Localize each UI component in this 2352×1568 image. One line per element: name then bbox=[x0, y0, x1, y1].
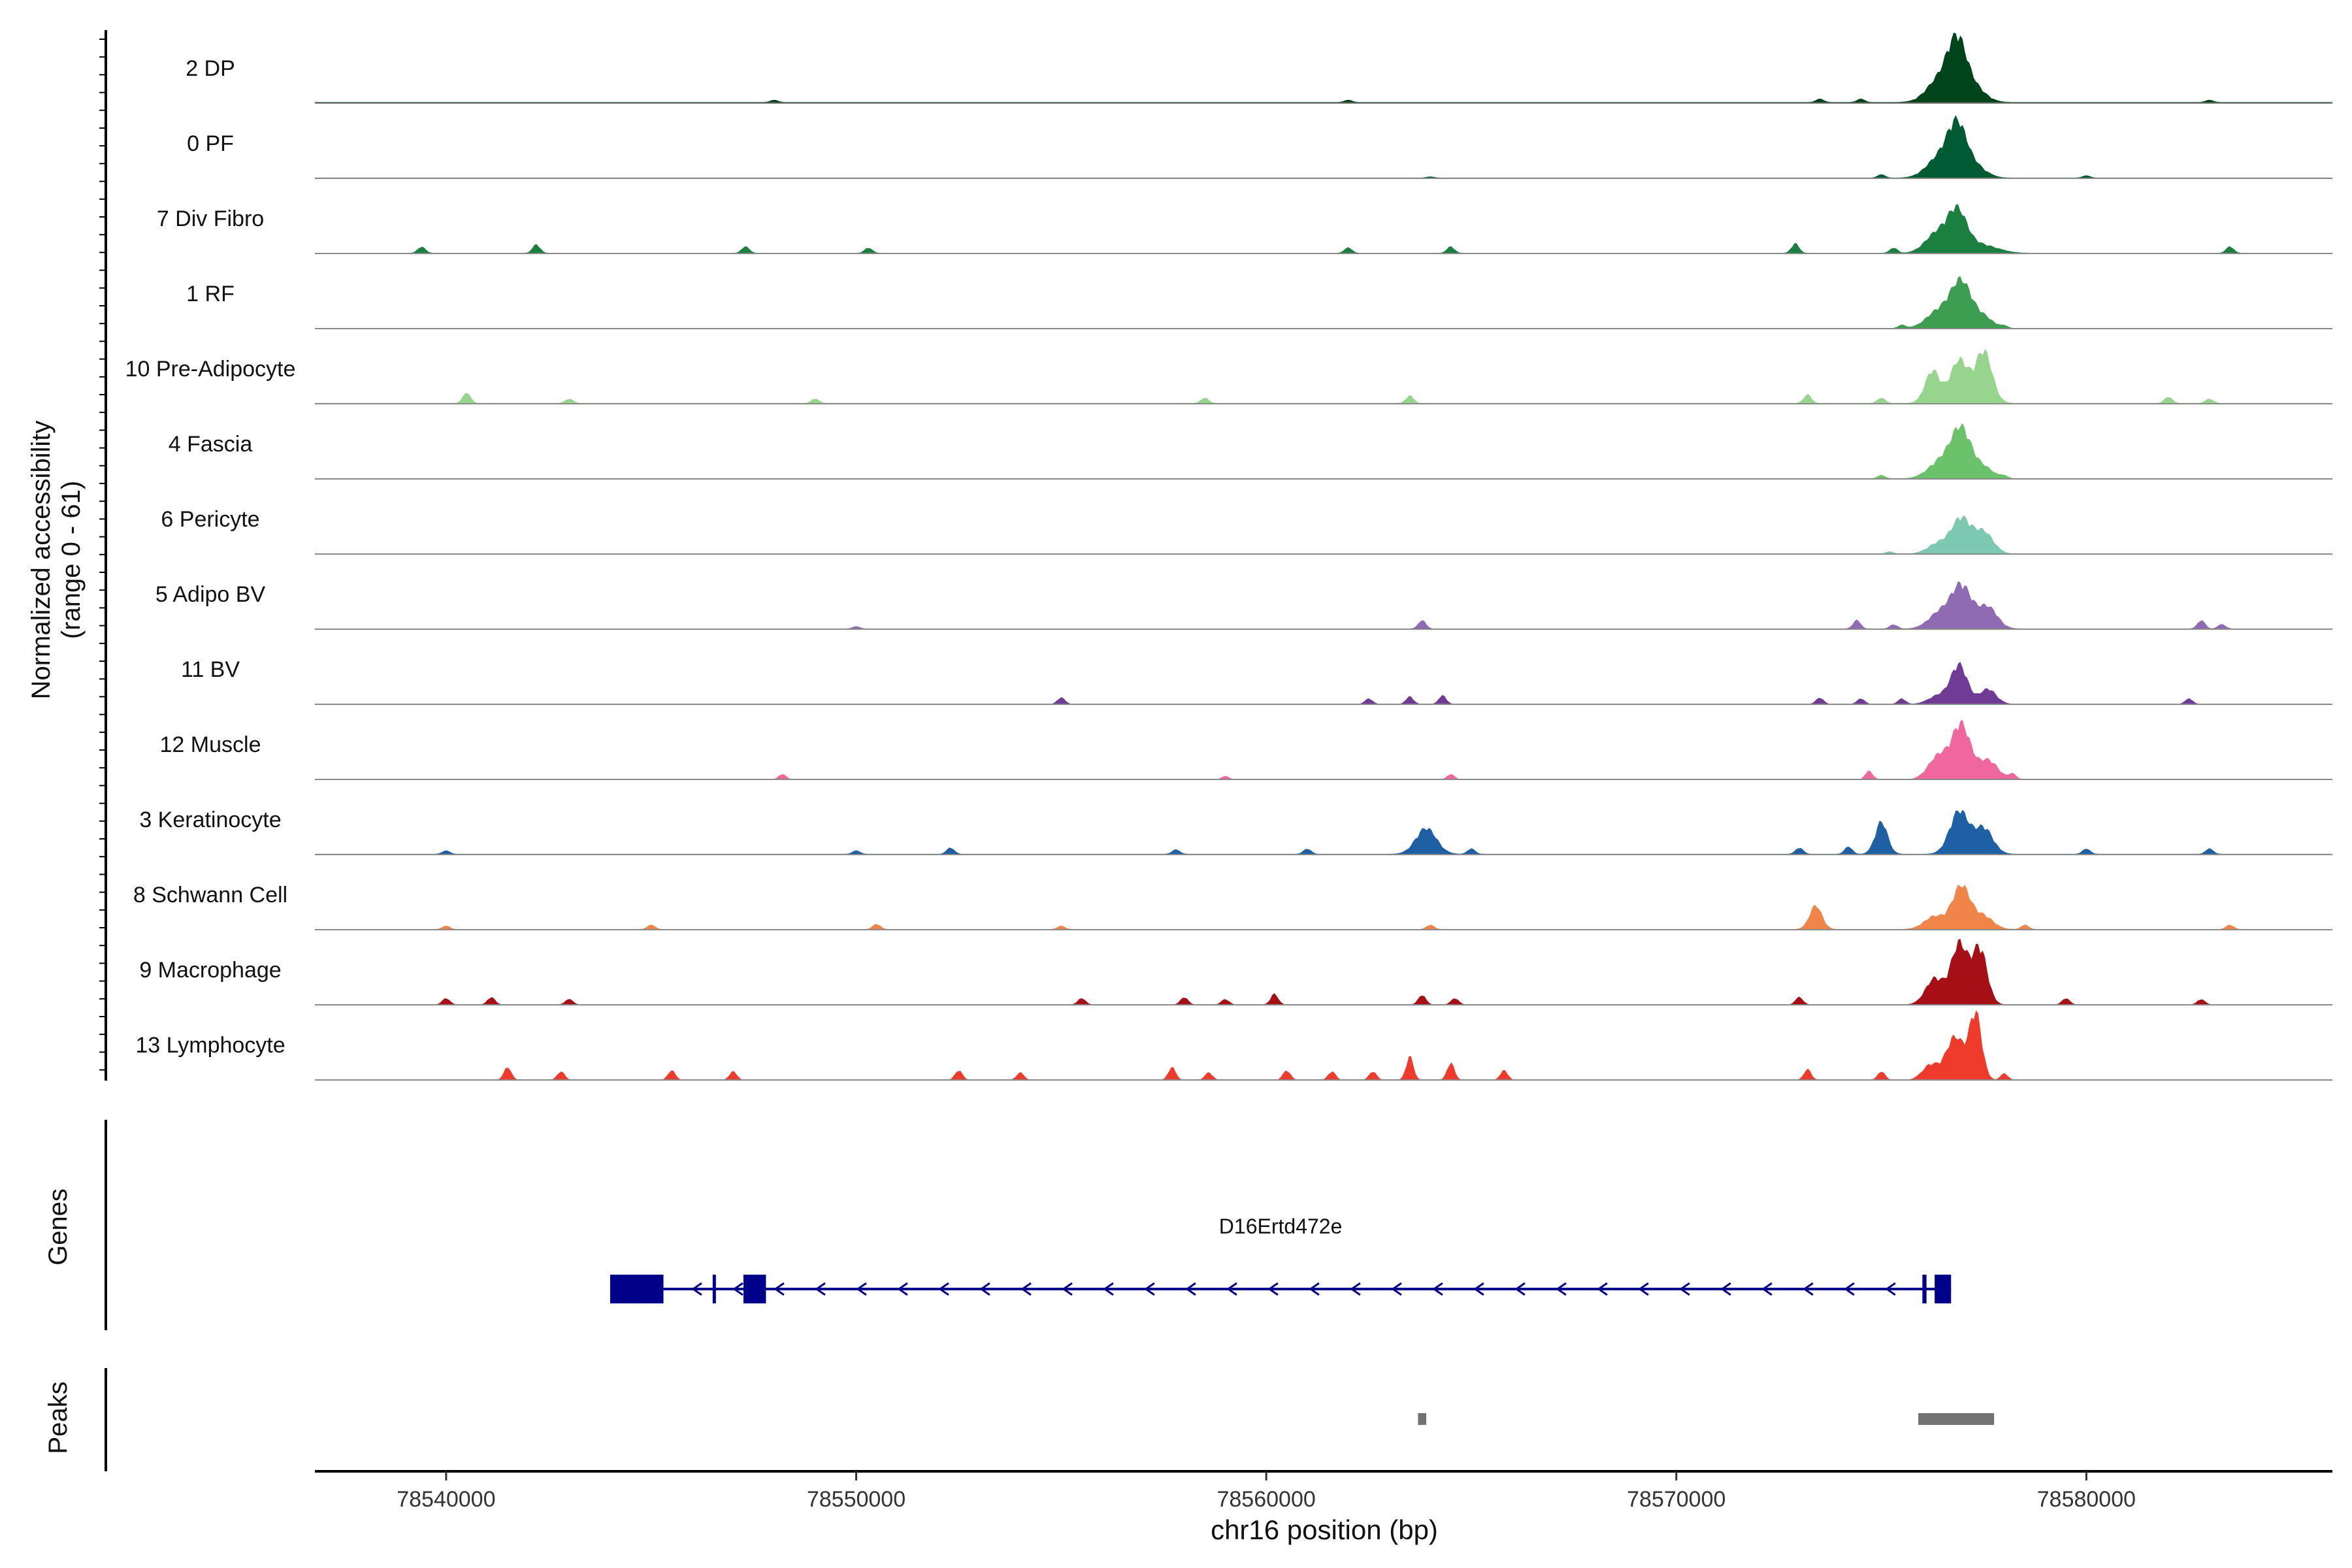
strand-arrow bbox=[1432, 1282, 1443, 1296]
track-label: 3 Keratinocyte bbox=[139, 808, 281, 832]
track-coverage-area bbox=[315, 581, 2332, 629]
strand-arrow bbox=[1803, 1282, 1814, 1296]
track-label: 1 RF bbox=[186, 282, 235, 306]
x-tick-label: 78540000 bbox=[397, 1487, 495, 1512]
peak-region bbox=[1918, 1413, 1995, 1425]
track-coverage-area bbox=[315, 809, 2332, 855]
track-label: 4 Fascia bbox=[169, 432, 253, 457]
strand-arrow bbox=[774, 1282, 785, 1296]
strand-arrow bbox=[1597, 1282, 1608, 1296]
track-coverage-area bbox=[315, 348, 2332, 404]
strand-arrow bbox=[1556, 1282, 1567, 1296]
y-axis-title-line1: Normalized accessibility bbox=[27, 421, 56, 700]
strand-arrow bbox=[1391, 1282, 1402, 1296]
x-tick-label: 78550000 bbox=[807, 1487, 906, 1512]
track-coverage-area bbox=[315, 515, 2332, 554]
strand-arrow bbox=[1185, 1282, 1196, 1296]
strand-arrow bbox=[1021, 1282, 1032, 1296]
track-coverage-area bbox=[315, 1010, 2332, 1080]
track-label: 9 Macrophage bbox=[139, 958, 281, 983]
strand-arrow bbox=[1679, 1282, 1690, 1296]
track-label: 0 PF bbox=[187, 131, 234, 156]
track-coverage-area bbox=[315, 885, 2332, 930]
strand-arrow bbox=[1720, 1282, 1731, 1296]
track-label: 5 Adipo BV bbox=[155, 582, 266, 607]
strand-arrow bbox=[938, 1282, 949, 1296]
x-axis-title: chr16 position (bp) bbox=[1211, 1514, 1438, 1545]
gene-exon bbox=[610, 1275, 664, 1303]
track-6: 4 Fascia bbox=[169, 423, 2332, 480]
track-7: 6 Pericyte bbox=[161, 507, 2332, 555]
track-coverage-area bbox=[315, 115, 2332, 178]
track-label: 2 DP bbox=[186, 56, 235, 81]
track-coverage-area bbox=[315, 719, 2332, 779]
peak-regions bbox=[1418, 1413, 1995, 1425]
strand-arrow bbox=[1514, 1282, 1526, 1296]
strand-arrow bbox=[1144, 1282, 1155, 1296]
track-1: 2 DP bbox=[186, 33, 2332, 104]
strand-arrow bbox=[1226, 1282, 1237, 1296]
track-5: 10 Pre-Adipocyte bbox=[125, 348, 2332, 404]
track-coverage-area bbox=[315, 204, 2332, 253]
x-tick-label: 78560000 bbox=[1217, 1487, 1315, 1512]
strand-arrow bbox=[979, 1282, 990, 1296]
coverage-y-axis-ticks bbox=[99, 39, 106, 1071]
track-9: 11 BV bbox=[181, 657, 2332, 705]
coverage-tracks: 2 DP 0 PF 7 Div Fibro 1 RF 10 Pre-Adipocyte 4… bbox=[125, 33, 2332, 1081]
peak-region bbox=[1418, 1413, 1426, 1425]
track-4: 1 RF bbox=[186, 276, 2332, 329]
strand-arrow bbox=[1350, 1282, 1361, 1296]
strand-arrow bbox=[1638, 1282, 1649, 1296]
track-14: 13 Lymphocyte bbox=[135, 1010, 2332, 1081]
track-10: 12 Muscle bbox=[160, 719, 2332, 780]
gene-annotation: D16Ertd472e bbox=[610, 1215, 1952, 1303]
track-coverage-area bbox=[315, 661, 2332, 704]
x-tick-label: 78570000 bbox=[1627, 1487, 1725, 1512]
gene-exon bbox=[1935, 1275, 1952, 1303]
genes-panel-title: Genes bbox=[44, 1188, 73, 1266]
track-3: 7 Div Fibro bbox=[157, 204, 2332, 254]
peaks-panel-title: Peaks bbox=[44, 1381, 73, 1454]
strand-arrow bbox=[1062, 1282, 1073, 1296]
track-11: 3 Keratinocyte bbox=[139, 808, 2332, 855]
strand-arrow bbox=[1844, 1282, 1855, 1296]
track-coverage-area bbox=[315, 276, 2332, 329]
gene-exon bbox=[1922, 1275, 1927, 1303]
track-label: 12 Muscle bbox=[160, 732, 261, 757]
track-label: 7 Div Fibro bbox=[157, 206, 264, 231]
track-label: 8 Schwann Cell bbox=[133, 883, 287, 907]
track-13: 9 Macrophage bbox=[139, 938, 2332, 1005]
y-axis-title-line2: (range 0 - 61) bbox=[57, 481, 86, 639]
strand-arrow bbox=[691, 1282, 702, 1296]
gene-exon bbox=[743, 1275, 766, 1303]
track-label: 10 Pre-Adipocyte bbox=[125, 357, 296, 382]
strand-arrow bbox=[1761, 1282, 1772, 1296]
track-label: 11 BV bbox=[181, 657, 240, 682]
strand-arrow bbox=[815, 1282, 826, 1296]
track-coverage-area bbox=[315, 423, 2332, 479]
track-label: 6 Pericyte bbox=[161, 507, 259, 532]
strand-arrow bbox=[1885, 1282, 1896, 1296]
strand-arrow bbox=[1267, 1282, 1279, 1296]
strand-arrow bbox=[1103, 1282, 1114, 1296]
strand-arrow bbox=[1309, 1282, 1320, 1296]
strand-arrow bbox=[856, 1282, 867, 1296]
gene-exon bbox=[712, 1275, 716, 1303]
x-axis-ticks: 78540000 78550000 78560000 78570000 78580000 bbox=[397, 1471, 2136, 1512]
x-tick-label: 78580000 bbox=[2037, 1487, 2136, 1512]
strand-arrow bbox=[897, 1282, 908, 1296]
track-12: 8 Schwann Cell bbox=[133, 883, 2332, 930]
track-8: 5 Adipo BV bbox=[155, 581, 2332, 630]
strand-arrow bbox=[1473, 1282, 1484, 1296]
y-axis-title: Normalized accessibility (range 0 - 61) bbox=[27, 421, 86, 700]
track-label: 13 Lymphocyte bbox=[135, 1033, 285, 1058]
track-coverage-area bbox=[315, 938, 2332, 1005]
track-2: 0 PF bbox=[187, 115, 2332, 179]
track-coverage-area bbox=[315, 33, 2332, 103]
gene-name-label: D16Ertd472e bbox=[1219, 1215, 1343, 1238]
strand-arrow bbox=[732, 1282, 743, 1296]
